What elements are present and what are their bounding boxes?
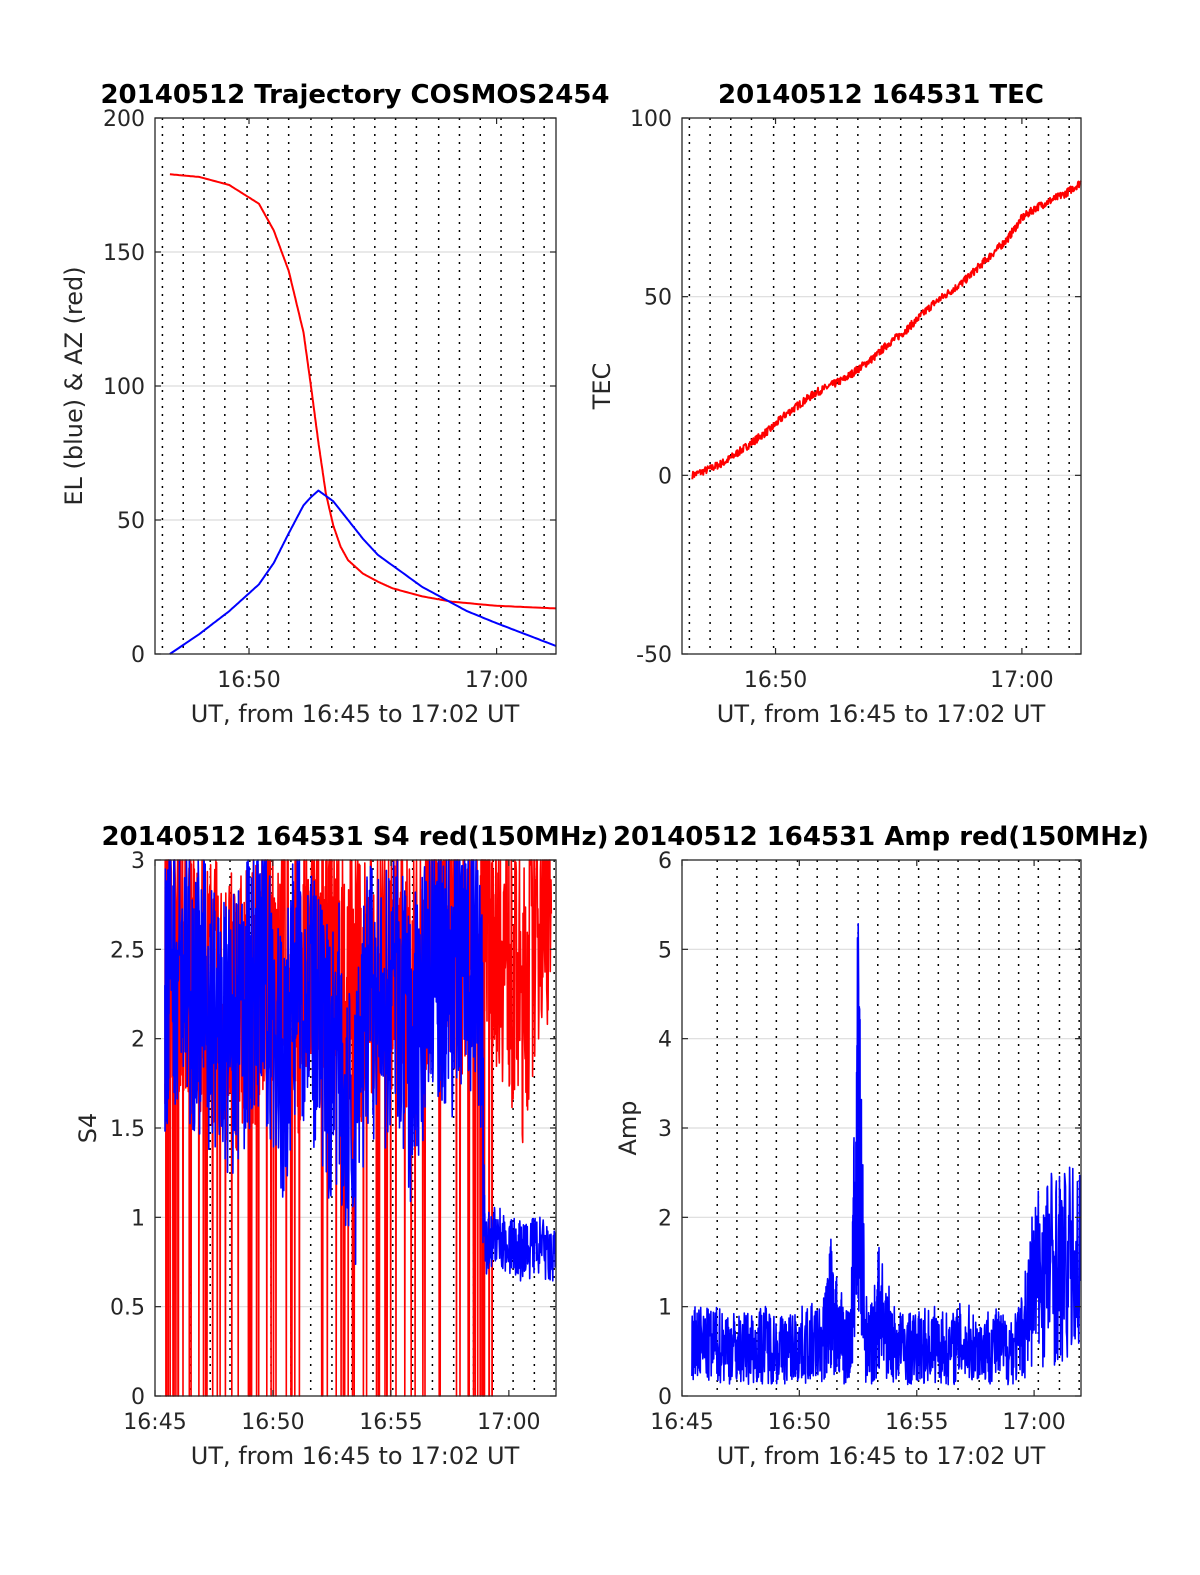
x-axis-label: UT, from 16:45 to 17:02 UT <box>191 1442 520 1470</box>
panel-s4: 0 0.5 1 1.5 2 2.5 3 16:45 16:50 16:55 17:00 201405… <box>74 822 609 1470</box>
y-tick-label: 1.5 <box>110 1117 145 1142</box>
series-line-blue <box>164 859 557 1282</box>
y-tick-label: 1 <box>131 1206 145 1231</box>
x-axis-label: UT, from 16:45 to 17:02 UT <box>717 700 1046 728</box>
chart-title: 20140512 164531 S4 red(150MHz) <box>101 822 608 852</box>
chart-title: 20140512 Trajectory COSMOS2454 <box>100 80 609 110</box>
y-tick-label: 150 <box>103 241 145 266</box>
y-tick-label: 4 <box>658 1028 672 1053</box>
series-line-blue <box>691 923 1082 1386</box>
plot-area <box>682 118 1081 654</box>
y-tick-label: 50 <box>644 286 672 311</box>
x-tick-label: 16:55 <box>885 1410 948 1435</box>
y-tick-label: 2 <box>658 1206 672 1231</box>
y-tick-label: 2 <box>131 1028 145 1053</box>
y-tick-label: 0 <box>658 1385 672 1410</box>
y-tick-label: 50 <box>117 509 145 534</box>
y-tick-label: 6 <box>658 849 672 874</box>
y-axis-label: S4 <box>74 1113 102 1144</box>
chart-title: 20140512 164531 Amp red(150MHz) <box>613 822 1149 852</box>
x-tick-label: 16:50 <box>217 668 280 693</box>
axes-frame <box>681 117 1082 655</box>
x-tick-label: 17:00 <box>990 668 1053 693</box>
y-tick-label: 100 <box>630 107 672 132</box>
y-tick-label: 100 <box>103 375 145 400</box>
y-tick-label: 0.5 <box>110 1296 145 1321</box>
y-tick-label: 3 <box>131 849 145 874</box>
y-tick-label: 1 <box>658 1296 672 1321</box>
x-tick-label: 16:50 <box>768 1410 831 1435</box>
series-line-el <box>169 489 557 655</box>
x-tick-label: 17:00 <box>477 1410 540 1435</box>
series-line-az <box>169 173 557 610</box>
x-tick-label: 16:50 <box>241 1410 304 1435</box>
y-axis-label: Amp <box>614 1100 642 1155</box>
x-tick-label: 16:50 <box>744 668 807 693</box>
y-tick-label: 3 <box>658 1117 672 1142</box>
x-tick-label: 16:55 <box>359 1410 422 1435</box>
series-line-tec <box>691 180 1082 480</box>
y-tick-label: 200 <box>103 107 145 132</box>
x-axis-label: UT, from 16:45 to 17:02 UT <box>717 1442 1046 1470</box>
y-tick-label: 0 <box>658 464 672 489</box>
y-tick-label: 2.5 <box>110 938 145 963</box>
y-axis-label: EL (blue) & AZ (red) <box>60 266 88 505</box>
y-tick-label: 0 <box>131 643 145 668</box>
x-tick-label: 17:00 <box>465 668 528 693</box>
y-tick-label: 5 <box>658 938 672 963</box>
x-axis-label: UT, from 16:45 to 17:02 UT <box>191 700 520 728</box>
x-tick-label: 17:00 <box>1002 1410 1065 1435</box>
panel-amp: 0 1 2 3 4 5 6 16:45 16:50 16:55 17:00 20140512 164… <box>613 822 1149 1470</box>
y-tick-label: -50 <box>636 643 672 668</box>
panel-trajectory: 0 50 100 150 200 16:50 17:00 20140512 Trajecto… <box>60 80 610 728</box>
y-tick-label: 0 <box>131 1385 145 1410</box>
x-tick-label: 16:45 <box>650 1410 713 1435</box>
x-tick-label: 16:45 <box>123 1410 186 1435</box>
chart-title: 20140512 164531 TEC <box>718 80 1044 110</box>
y-axis-label: TEC <box>588 363 616 411</box>
